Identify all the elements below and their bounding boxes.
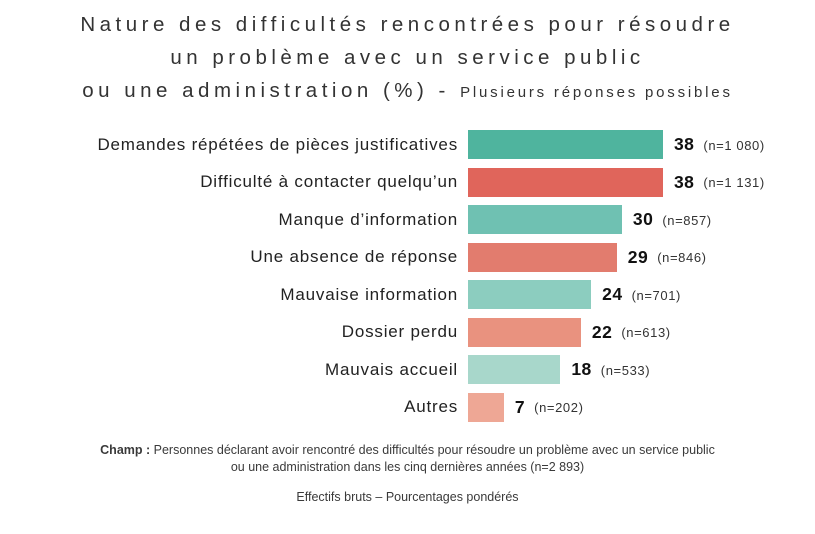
value-label: 38 xyxy=(673,134,695,154)
footnote-champ-label: Champ : xyxy=(100,442,151,457)
sample-size-label: (n=533) xyxy=(600,362,651,378)
footnote-effectifs: Effectifs bruts – Pourcentages pondérés xyxy=(296,489,519,504)
footnote-champ-text: Personnes déclarant avoir rencontré des … xyxy=(153,442,715,457)
value-label: 29 xyxy=(627,246,649,267)
sample-size-label: (n=202) xyxy=(534,400,584,415)
bar-row: Dossier perdu 22 (n=613) xyxy=(20,317,815,347)
bar-row: Une absence de réponse 29 (n=846) xyxy=(20,242,815,272)
bar xyxy=(468,242,617,272)
sample-size-label: (n=857) xyxy=(662,212,712,228)
chart-title: Nature des difficultés rencontrées pour … xyxy=(0,0,815,109)
sample-size-label: (n=701) xyxy=(631,287,681,303)
bar xyxy=(468,280,592,309)
chart-subtitle: Plusieurs réponses possibles xyxy=(460,84,733,101)
category-label: Une absence de réponse xyxy=(250,247,458,266)
bar xyxy=(468,130,663,159)
category-label: Mauvais accueil xyxy=(325,359,458,379)
bar-chart: Demandes répétées de pièces justificativ… xyxy=(20,130,815,422)
value-label: 30 xyxy=(632,209,654,229)
category-label: Mauvaise information xyxy=(280,284,458,304)
category-label: Demandes répétées de pièces justificativ… xyxy=(97,134,458,154)
footnote-champ: Champ : Personnes déclarant avoir rencon… xyxy=(0,442,815,477)
category-label: Manque d’information xyxy=(278,209,458,229)
value-label: 18 xyxy=(571,359,592,379)
chart-title-line-3-main: ou une administration (%) - xyxy=(82,79,450,102)
bar xyxy=(468,317,581,347)
chart-title-line-3: ou une administration (%) - Plusieurs ré… xyxy=(0,74,815,109)
value-label: 24 xyxy=(602,284,623,304)
bar xyxy=(468,167,663,197)
footnote-champ-line-1: Champ : Personnes déclarant avoir rencon… xyxy=(0,442,815,460)
footnote-champ-line-2: ou une administration dans les cinq dern… xyxy=(230,460,585,474)
category-label: Difficulté à contacter quelqu’un xyxy=(200,172,458,191)
bar-row: Mauvaise information 24 (n=701) xyxy=(20,280,815,309)
bar-row: Mauvais accueil 18 (n=533) xyxy=(20,355,815,384)
bar xyxy=(468,205,622,234)
sample-size-label: (n=846) xyxy=(657,250,707,265)
sample-size-label: (n=613) xyxy=(621,325,671,340)
value-label: 7 xyxy=(514,396,526,417)
value-label: 38 xyxy=(673,171,695,192)
bar xyxy=(468,355,561,384)
sample-size-label: (n=1 080) xyxy=(703,137,765,153)
category-label: Autres xyxy=(404,397,458,416)
chart-title-line-1: Nature des difficultés rencontrées pour … xyxy=(80,13,735,36)
chart-title-line-2: un problème avec un service public xyxy=(170,46,645,69)
sample-size-label: (n=1 131) xyxy=(703,175,765,190)
bar-row: Autres 7 (n=202) xyxy=(20,392,815,422)
value-label: 22 xyxy=(591,321,613,342)
bar xyxy=(468,392,504,422)
bar-row: Manque d’information 30 (n=857) xyxy=(20,205,815,234)
bar-row: Difficulté à contacter quelqu’un 38 (n=1… xyxy=(20,167,815,197)
category-label: Dossier perdu xyxy=(341,322,458,341)
bar-row: Demandes répétées de pièces justificativ… xyxy=(20,130,815,159)
